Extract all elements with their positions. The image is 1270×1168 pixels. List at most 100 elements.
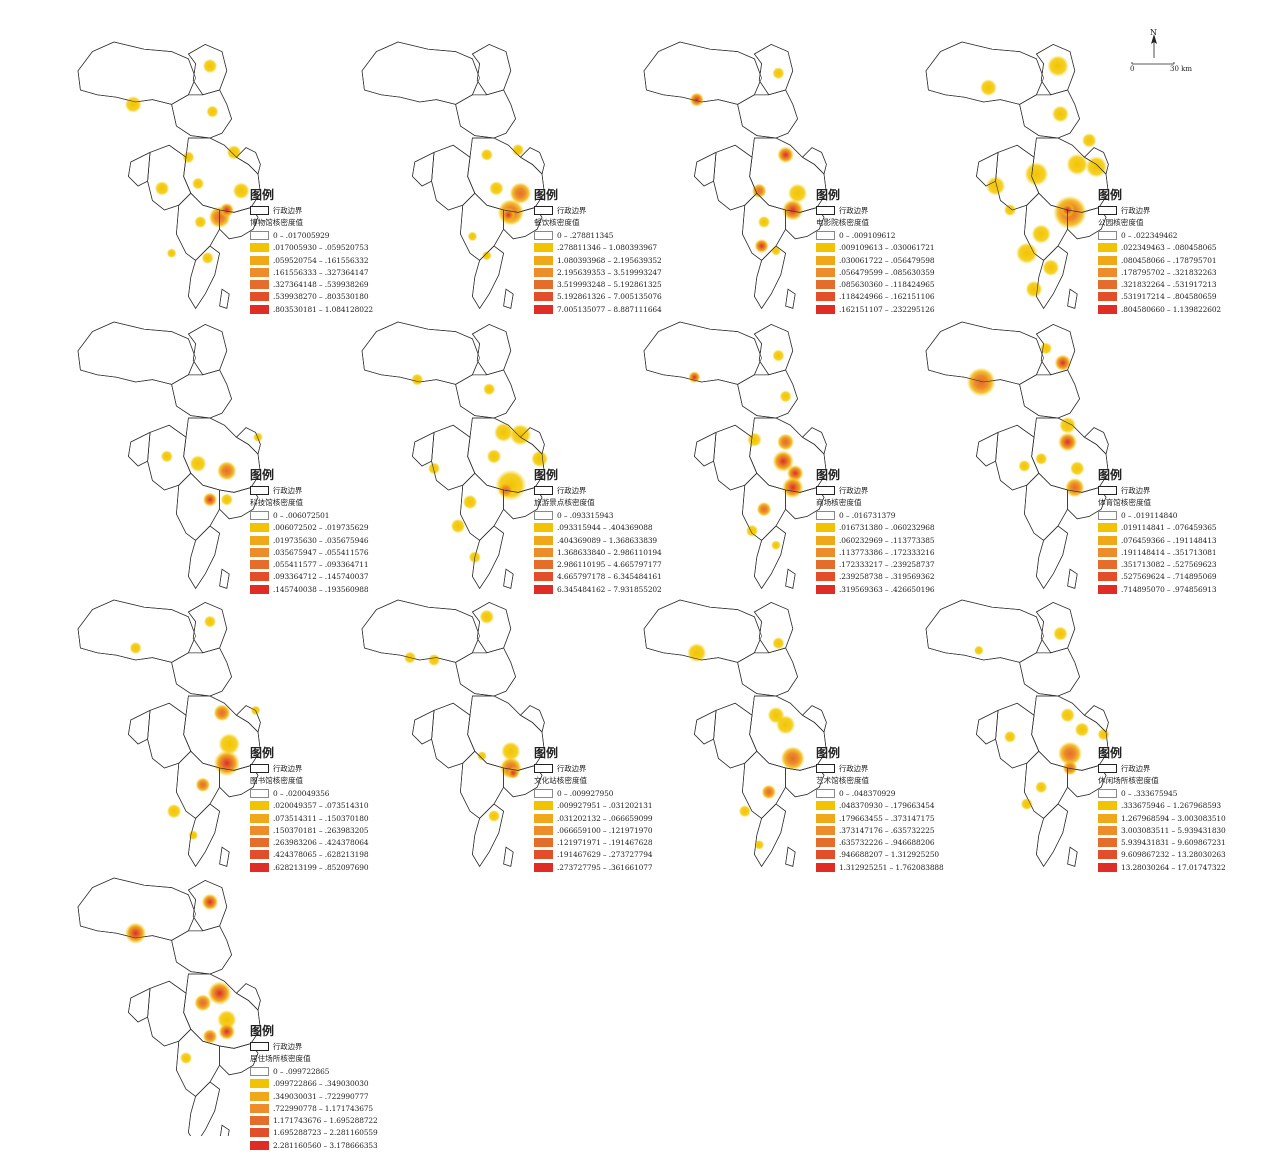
legend-boundary-row: 行政边界: [250, 1040, 378, 1052]
density-hotspot: [688, 371, 701, 384]
legend-class-swatch: [1098, 255, 1117, 265]
density-hotspot: [509, 182, 532, 204]
legend-class-swatch: [250, 547, 269, 557]
density-hotspot: [180, 1052, 192, 1064]
legend-class-row: 0 – .278811345: [534, 229, 662, 241]
legend-class-row: 0 – .006072501: [250, 509, 378, 521]
map-panel-2-legend-holder: 图例 行政边界 餐饮核密度值 0 – .278811345 .278811346 – 1…: [362, 42, 662, 332]
density-hotspot: [1031, 224, 1051, 244]
legend-metric-title: 旅游景点核密度值: [534, 498, 595, 508]
density-hotspot: [788, 183, 808, 203]
density-hotspot: [194, 216, 207, 228]
density-hotspot: [204, 615, 216, 628]
legend: 图例 行政边界 旅游景点核密度值 0 – .093315943 .093315944 –…: [534, 468, 662, 595]
legend-class-label: 2.986110195 – 4.665797177: [557, 560, 662, 570]
legend-class-row: .804580660 – 1.139822602: [1098, 303, 1226, 315]
map-panel-8-legend-holder: 图例 行政边界 体育馆核密度值 0 – .019114840 .019114841 – …: [926, 322, 1226, 612]
density-hotspot: [467, 231, 478, 242]
legend-class-label: .424378065 – .628213198: [273, 850, 369, 860]
legend-class-swatch: [250, 560, 269, 570]
legend-class-swatch: [816, 267, 835, 277]
density-hotspot: [232, 182, 250, 200]
density-hotspot: [219, 202, 234, 218]
density-hotspot: [1047, 55, 1069, 77]
density-hotspot: [1074, 722, 1090, 737]
legend-title: 图例: [1098, 746, 1123, 760]
density-hotspot: [772, 450, 794, 472]
legend-class-row: .017005930 – .059520753: [250, 242, 378, 254]
density-hotspot: [1040, 342, 1052, 355]
density-hotspot: [754, 840, 764, 850]
legend-class-label: .145740038 – .193560988: [273, 584, 369, 594]
legend: 图例 行政边界 艺术馆核密度值 0 – .048370929 .048370930 – …: [816, 746, 944, 873]
legend-class-label: .031202132 – .066659099: [557, 813, 653, 823]
legend-class-swatch: [250, 1091, 269, 1101]
legend-class-label: 0 – .017005929: [273, 230, 330, 240]
legend-class-swatch: [1098, 560, 1117, 570]
legend-class-row: 3.519993248 – 5.192861325: [534, 278, 662, 290]
legend-class-row: 1.695288723 – 2.281160559: [250, 1127, 378, 1139]
legend-class-swatch: [250, 825, 269, 835]
legend-class-swatch: [534, 547, 553, 557]
legend-class-row: .073514311 – .150370180: [250, 812, 378, 824]
legend-class-swatch: [816, 801, 835, 811]
legend-boundary-row: 行政边界: [250, 762, 378, 774]
legend-class-row: .066659100 – .121971970: [534, 824, 662, 836]
legend-class-row: .030061722 – .056479598: [816, 254, 944, 266]
density-hotspot: [450, 518, 466, 534]
legend-title: 图例: [250, 468, 275, 482]
legend-class-label: .113773386 – .172333216: [839, 547, 935, 557]
legend-class-label: 0 – .009109612: [839, 230, 896, 240]
legend-class-row: .006072502 – .019735629: [250, 522, 378, 534]
legend-class-label: .121971971 – .191467628: [557, 838, 653, 848]
legend-boundary-row: 行政边界: [250, 204, 378, 216]
legend-class-label: .239258738 – .319569362: [839, 572, 935, 582]
legend-class-label: .539938270 – .803530180: [273, 292, 369, 302]
density-hotspot: [1042, 259, 1060, 276]
legend-class-label: .722990778 – 1.171743675: [273, 1103, 374, 1113]
legend-class-label: 0 – .099722865: [273, 1066, 330, 1076]
legend-boundary-row: 行政边界: [250, 484, 378, 496]
legend-class-label: 2.195639353 – 3.519993247: [557, 267, 662, 277]
density-hotspot: [195, 777, 210, 792]
map-panel-9: [77, 599, 261, 868]
map-panel-10: [361, 599, 546, 868]
density-hotspot: [428, 462, 440, 475]
legend-class-label: .161556333 – .327364147: [273, 267, 369, 277]
legend-boundary-label: 行政边界: [839, 205, 869, 215]
density-hotspot: [1060, 708, 1075, 723]
legend-class-swatch: [816, 547, 835, 557]
legend-class-label: 0 – .333675945: [1121, 788, 1178, 798]
density-hotspot: [166, 804, 182, 819]
map-panel-6: [361, 321, 548, 590]
legend-boundary-swatch: [250, 763, 269, 773]
legend-class-swatch: [816, 280, 835, 290]
legend-class-label: .263983206 – .424378064: [273, 838, 369, 848]
legend-boundary-swatch: [250, 1041, 269, 1051]
legend-class-swatch: [1098, 304, 1117, 314]
legend-class-row: 0 – .022349462: [1098, 229, 1226, 241]
density-hotspot: [758, 216, 770, 228]
legend: 图例 行政边界 图书馆核密度值 0 – .020049356 .020049357 – …: [250, 746, 378, 873]
legend-class-row: 0 – .009109612: [816, 229, 944, 241]
density-hotspot: [498, 482, 514, 498]
legend-class-label: .009109613 – .030061721: [839, 243, 935, 253]
scale-zero-label: 0: [1130, 65, 1135, 73]
legend-class-swatch: [816, 838, 835, 848]
north-arrow-icon: [1131, 34, 1175, 65]
legend-class-label: 0 – .022349462: [1121, 230, 1178, 240]
density-hotspot: [166, 248, 177, 258]
legend-class-row: .019114841 – .076459365: [1098, 522, 1226, 534]
density-hotspot: [1054, 354, 1072, 372]
legend-class-label: 13.28030264 – 17.01747322: [1121, 862, 1226, 872]
legend-boundary-swatch: [1098, 763, 1117, 773]
legend-class-swatch: [1098, 267, 1117, 277]
legend-boundary-label: 行政边界: [273, 205, 303, 215]
density-hotspot: [1065, 478, 1085, 498]
legend-class-label: 0 – .009927950: [557, 788, 614, 798]
legend-class-swatch: [816, 230, 835, 240]
legend-class-row: 0 – .017005929: [250, 229, 378, 241]
legend-class-swatch: [250, 523, 269, 533]
legend-boundary-swatch: [816, 763, 835, 773]
legend-boundary-swatch: [1098, 205, 1117, 215]
